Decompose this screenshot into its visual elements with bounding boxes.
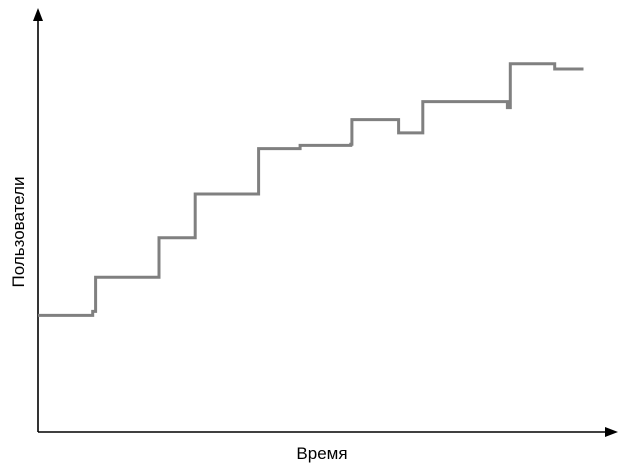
y-axis-arrow — [33, 8, 43, 21]
y-axis-label: Пользователи — [9, 177, 28, 288]
x-axis-arrow — [605, 427, 618, 437]
series-line-users — [38, 62, 584, 317]
x-axis-label: Время — [296, 444, 347, 463]
